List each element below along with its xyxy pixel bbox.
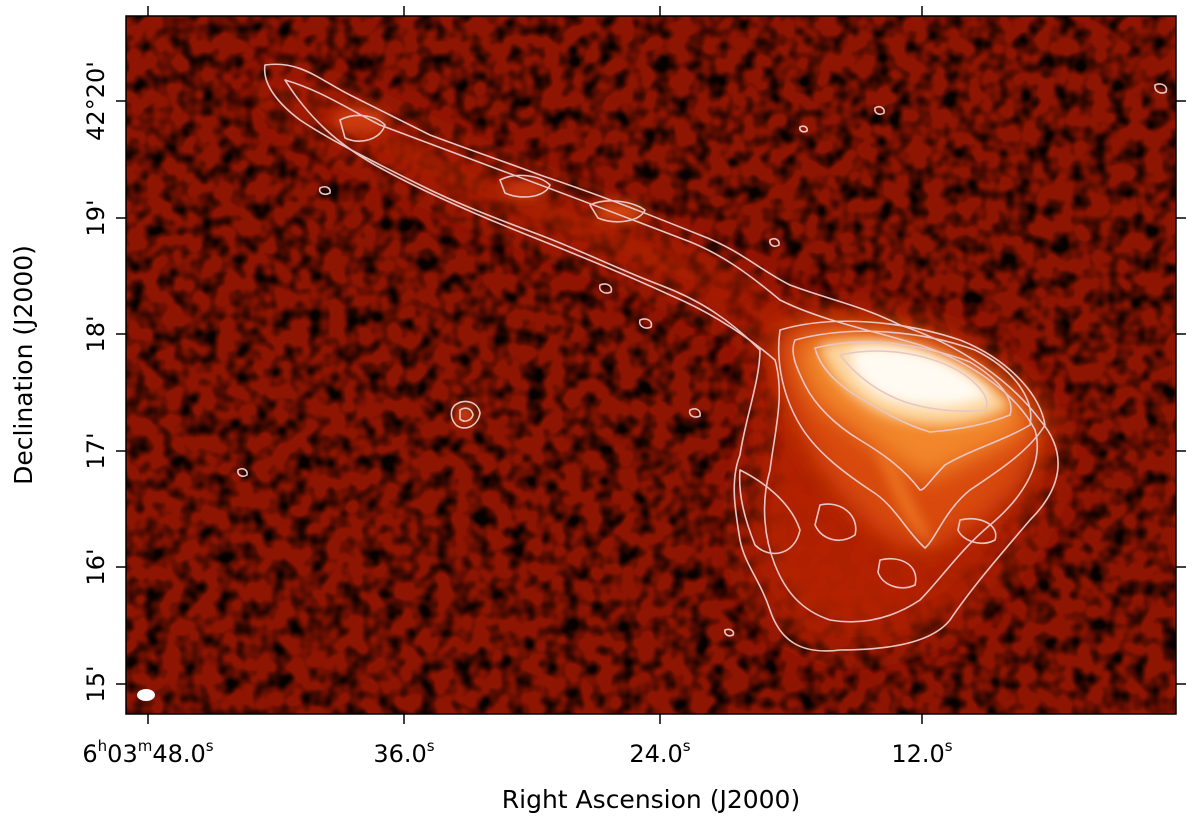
y-tick-label: 18' — [82, 315, 110, 352]
x-tick-label: 36.0s — [373, 737, 434, 768]
noise-texture — [126, 16, 1176, 714]
y-axis-title: Declination (J2000) — [9, 245, 38, 485]
y-ticks — [116, 100, 1186, 685]
x-axis-title: Right Ascension (J2000) — [502, 785, 800, 814]
radio-emission — [260, 70, 1053, 646]
y-tick-label: 15' — [82, 665, 110, 702]
y-tick-label: 42°20' — [82, 61, 110, 141]
plot-frame — [125, 15, 1177, 715]
beam-ellipse — [137, 689, 155, 701]
x-tick-label: 24.0s — [629, 737, 690, 768]
y-tick-label: 16' — [82, 548, 110, 585]
x-tick-label: 12.0s — [891, 737, 952, 768]
x-tick-label: 6h03m48.0s — [82, 737, 213, 768]
x-ticks — [147, 6, 923, 724]
contour-lines — [237, 63, 1168, 652]
y-tick-label: 17' — [82, 432, 110, 469]
y-tick-label: 19' — [82, 199, 110, 236]
